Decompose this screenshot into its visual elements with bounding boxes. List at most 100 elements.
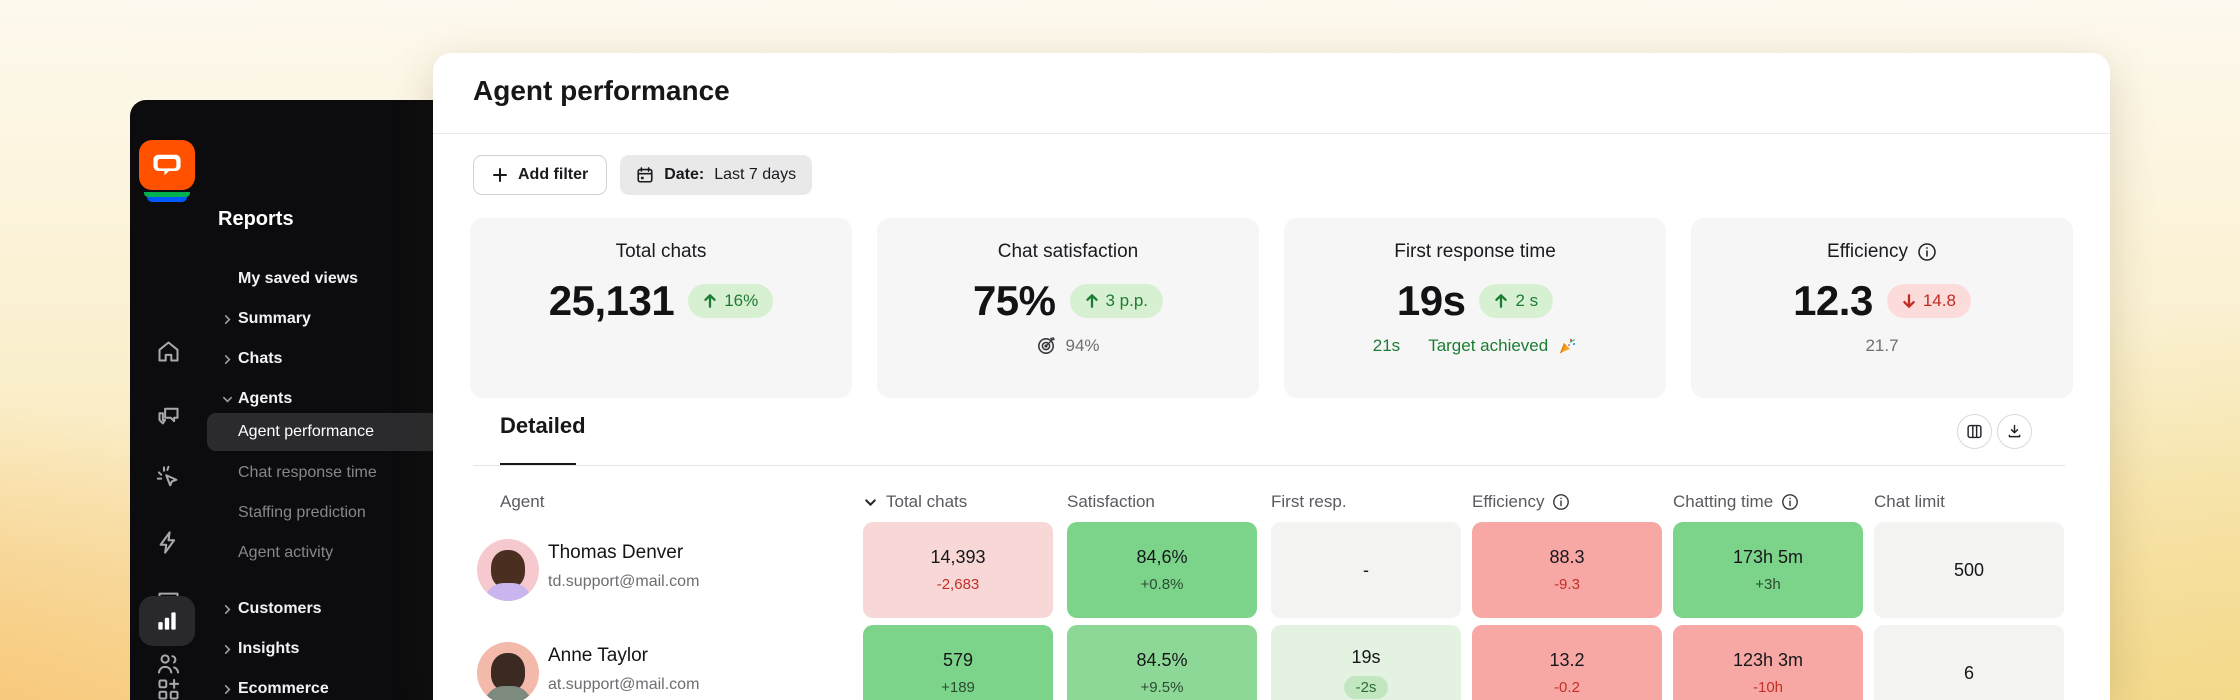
- tab-detailed[interactable]: Detailed: [500, 413, 586, 438]
- kpi-title: Chat satisfaction: [997, 241, 1139, 262]
- cell-efficiency: 88.3 -9.3: [1472, 522, 1662, 618]
- info-icon: [1782, 494, 1799, 510]
- cell-total-chats: 579 +189: [863, 625, 1053, 700]
- kpi-subtext: 94%: [1036, 336, 1100, 356]
- kpi-title: Efficiency: [1827, 241, 1908, 262]
- target-achieved-label: Target achieved: [1428, 336, 1549, 355]
- table-tools: [1957, 414, 2032, 449]
- table-row-thomas-denver[interactable]: Thomas Denver td.support@mail.com 14,393…: [433, 522, 2110, 618]
- agent-name: Thomas Denver: [548, 542, 684, 563]
- agent-name: Anne Taylor: [548, 645, 648, 666]
- arrow-up-icon: [1085, 294, 1098, 308]
- column-header-efficiency[interactable]: Efficiency: [1472, 485, 1570, 519]
- target-icon: [1038, 337, 1056, 354]
- cell-chat-limit: 6: [1874, 625, 2064, 700]
- sidebar-item-insights[interactable]: Insights: [206, 634, 433, 664]
- kpi-value: 25,131: [548, 277, 675, 324]
- cell-satisfaction: 84,6% +0.8%: [1067, 522, 1257, 618]
- cell-first-resp: -: [1271, 522, 1461, 618]
- sidebar-item-chat-response-time[interactable]: Chat response time: [238, 464, 377, 481]
- icon-rail: [130, 100, 206, 700]
- info-icon: [1553, 494, 1570, 510]
- sort-chevron-icon: [865, 498, 876, 506]
- arrow-up-icon: [704, 294, 716, 308]
- kpi-value: 75%: [972, 277, 1056, 324]
- kpi-card-total-chats: Total chats 25,131 16%: [470, 218, 852, 398]
- cell-satisfaction: 84.5% +9.5%: [1067, 625, 1257, 700]
- sidebar-item-agent-performance-active[interactable]: Agent performance: [207, 413, 433, 451]
- kpi-card-efficiency: Efficiency 12.3 14.8 21.7: [1691, 218, 2073, 398]
- sidebar: Reports My saved views Summary Chats Age…: [130, 100, 433, 700]
- delta-badge: 3 p.p.: [1069, 284, 1164, 318]
- agent-email: td.support@mail.com: [548, 573, 700, 590]
- arrow-up-icon: [1495, 294, 1508, 308]
- chevron-down-icon: [216, 394, 238, 405]
- table-header: Agent Total chats Satisfaction First res…: [433, 485, 2110, 519]
- cell-first-resp: 19s -2s: [1271, 625, 1461, 700]
- party-popper-icon: [1560, 338, 1576, 354]
- download-icon: [2008, 424, 2021, 438]
- kpi-title: Total chats: [615, 241, 707, 262]
- avatar: [477, 642, 539, 700]
- nav-section-title: Reports: [218, 208, 294, 230]
- apps-grid-plus-icon[interactable]: [154, 675, 182, 700]
- filter-bar: Add filter Date: Last 7 days: [473, 155, 813, 195]
- date-filter-chip[interactable]: Date: Last 7 days: [620, 155, 813, 195]
- chevron-right-icon: [216, 604, 238, 615]
- livechat-logo[interactable]: [139, 140, 195, 190]
- reports-icon-active[interactable]: [139, 596, 195, 646]
- report-panel: Agent performance Add filter Date: Last …: [433, 53, 2110, 700]
- sidebar-item-agent-activity[interactable]: Agent activity: [238, 544, 334, 561]
- kpi-value: 12.3: [1793, 277, 1873, 324]
- delta-badge: 14.8: [1886, 284, 1971, 318]
- chevron-right-icon: [216, 684, 238, 695]
- avatar: [477, 539, 539, 601]
- column-header-chatting-time[interactable]: Chatting time: [1673, 485, 1799, 519]
- column-header-chat-limit[interactable]: Chat limit: [1874, 492, 1945, 511]
- sidebar-item-staffing-prediction[interactable]: Staffing prediction: [238, 504, 366, 521]
- chevron-right-icon: [216, 644, 238, 655]
- section-divider: [473, 465, 2065, 466]
- column-header-total-chats[interactable]: Total chats: [863, 485, 967, 519]
- plus-icon: [493, 168, 507, 182]
- team-icon[interactable]: [154, 649, 182, 677]
- table-row-anne-taylor[interactable]: Anne Taylor at.support@mail.com 579 +189 …: [433, 625, 2110, 700]
- sidebar-item-customers[interactable]: Customers: [206, 594, 433, 624]
- sidebar-item-agents[interactable]: Agents: [206, 384, 433, 414]
- delta-badge: 2 s: [1479, 284, 1554, 318]
- kpi-card-first-response-time: First response time 19s 2 s 21s Target a…: [1284, 218, 1666, 398]
- chats-icon[interactable]: [154, 401, 182, 429]
- column-header-satisfaction[interactable]: Satisfaction: [1067, 492, 1155, 511]
- logo-stack-decoration: [142, 192, 192, 202]
- info-icon[interactable]: [1917, 242, 1937, 262]
- agent-email: at.support@mail.com: [548, 676, 700, 693]
- arrow-down-icon: [1903, 294, 1915, 308]
- delta-badge: 16%: [688, 284, 774, 318]
- lightning-icon[interactable]: [154, 528, 182, 556]
- cell-total-chats: 14,393 -2,683: [863, 522, 1053, 618]
- kpi-subtext: 21.7: [1865, 336, 1899, 355]
- chevron-right-icon: [216, 354, 238, 365]
- column-header-agent[interactable]: Agent: [500, 492, 545, 511]
- add-filter-button[interactable]: Add filter: [473, 155, 608, 195]
- home-icon[interactable]: [154, 337, 182, 365]
- header-divider: [433, 133, 2110, 134]
- sidebar-item-ecommerce[interactable]: Ecommerce: [206, 674, 433, 700]
- cell-chatting-time: 173h 5m +3h: [1673, 522, 1863, 618]
- manage-columns-button[interactable]: [1957, 414, 1992, 449]
- download-button[interactable]: [1997, 414, 2032, 449]
- active-tab-indicator: [500, 463, 576, 466]
- sidebar-item-my-saved-views[interactable]: My saved views: [238, 270, 359, 287]
- sidebar-item-chats[interactable]: Chats: [206, 344, 433, 374]
- column-header-first-resp[interactable]: First resp.: [1271, 492, 1347, 511]
- columns-icon: [1967, 424, 1982, 439]
- cell-chat-limit: 500: [1874, 522, 2064, 618]
- kpi-cards: Total chats 25,131 16% Chat satisfaction…: [470, 218, 2073, 398]
- automation-spark-icon[interactable]: [154, 463, 182, 491]
- sidebar-item-summary[interactable]: Summary: [206, 304, 433, 334]
- reports-nav: Reports My saved views Summary Chats Age…: [206, 100, 433, 700]
- kpi-title: First response time: [1394, 241, 1556, 262]
- cell-chatting-time: 123h 3m -10h: [1673, 625, 1863, 700]
- page-title: Agent performance: [473, 75, 730, 106]
